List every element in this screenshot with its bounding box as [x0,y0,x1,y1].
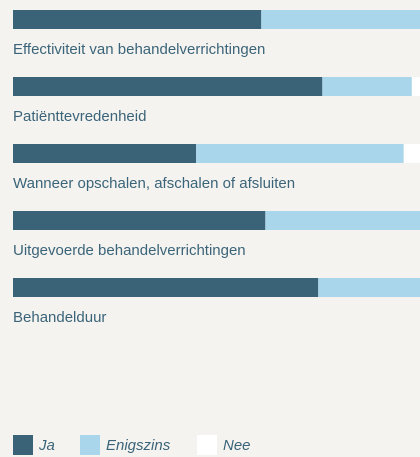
legend-swatch [80,435,100,455]
bar-segment [265,211,420,230]
bar-segment [261,10,420,29]
category-label: Wanneer opschalen, afschalen of afsluite… [13,175,295,192]
bar-segment [13,278,319,297]
bar-segment [411,77,420,96]
bar-segment [322,77,412,96]
legend-swatch [13,435,33,455]
bar-segment [403,144,420,163]
legend-text: Enigszins [106,437,171,454]
legend-swatch [197,435,217,455]
legend-text: Ja [38,437,55,454]
legend-text: Nee [223,437,251,454]
category-label: Patiënttevredenheid [13,108,146,125]
category-label: Behandelduur [13,309,106,326]
category-label: Effectiviteit van behandelverrichtingen [13,41,265,58]
bar-segment [13,10,262,29]
bar-segment [13,144,197,163]
bar-segment [13,77,323,96]
bar-segment [318,278,420,297]
bar-segment [196,144,404,163]
bar-segment [13,211,266,230]
category-label: Uitgevoerde behandelverrichtingen [13,242,246,259]
